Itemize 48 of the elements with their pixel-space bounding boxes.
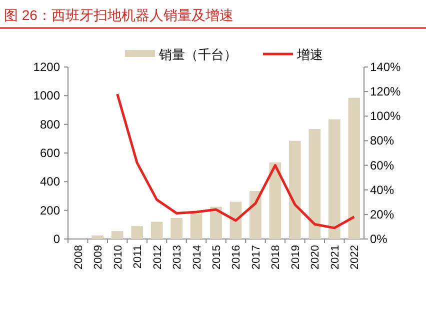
x-tick-label: 2010 xyxy=(112,245,124,270)
y2-tick-label: 20% xyxy=(370,207,394,222)
chart-title: 图 26：西班牙扫地机器人销量及增速 xyxy=(4,7,234,23)
x-tick-label: 2008 xyxy=(72,245,85,270)
x-tick-label: 2022 xyxy=(349,245,362,270)
x-tick-label: 2014 xyxy=(191,245,204,270)
y-tick-label: 800 xyxy=(40,117,60,132)
bar xyxy=(210,206,222,239)
bar xyxy=(269,162,282,239)
y-tick-label: 1000 xyxy=(33,88,60,103)
y-tick-label: 1200 xyxy=(33,60,60,74)
x-tick-label: 2011 xyxy=(132,245,144,269)
y2-tick-label: 80% xyxy=(370,134,394,148)
bar xyxy=(150,222,163,239)
x-tick-label: 2016 xyxy=(230,245,243,270)
line-series xyxy=(116,92,356,230)
x-tick-label: 2015 xyxy=(211,245,223,270)
bar xyxy=(131,226,143,239)
x-tick-label: 2020 xyxy=(310,245,322,270)
x-tick-label: 2012 xyxy=(152,245,164,270)
y-tick-label: 200 xyxy=(40,203,60,218)
bar xyxy=(230,202,242,239)
legend-label: 增速 xyxy=(296,47,323,62)
y2-tick-label: 140% xyxy=(370,60,402,74)
bar xyxy=(92,235,104,239)
bar xyxy=(289,140,301,239)
y2-tick-label: 40% xyxy=(370,182,394,197)
bar xyxy=(250,190,262,239)
y2-tick-label: 120% xyxy=(370,84,402,99)
x-tick-label: 2018 xyxy=(270,245,282,270)
x-tick-label: 2013 xyxy=(172,245,184,270)
x-tick-label: 2019 xyxy=(290,245,302,270)
bar xyxy=(111,231,124,239)
bar xyxy=(190,213,202,239)
y2-tick-label: 60% xyxy=(370,158,394,172)
y2-tick-label: 0% xyxy=(370,232,388,246)
bar xyxy=(348,98,360,239)
bar xyxy=(308,129,321,239)
y-tick-label: 0 xyxy=(53,232,60,246)
y-tick-label: 600 xyxy=(40,146,60,160)
y-tick-label: 400 xyxy=(40,174,60,189)
bar xyxy=(170,218,182,239)
x-tick-label: 2017 xyxy=(250,245,262,270)
x-tick-label: 2009 xyxy=(92,245,105,270)
x-tick-label: 2021 xyxy=(329,245,342,270)
y2-tick-label: 100% xyxy=(370,109,402,124)
legend-label: 销量（千台） xyxy=(158,47,237,62)
bar xyxy=(328,119,340,239)
